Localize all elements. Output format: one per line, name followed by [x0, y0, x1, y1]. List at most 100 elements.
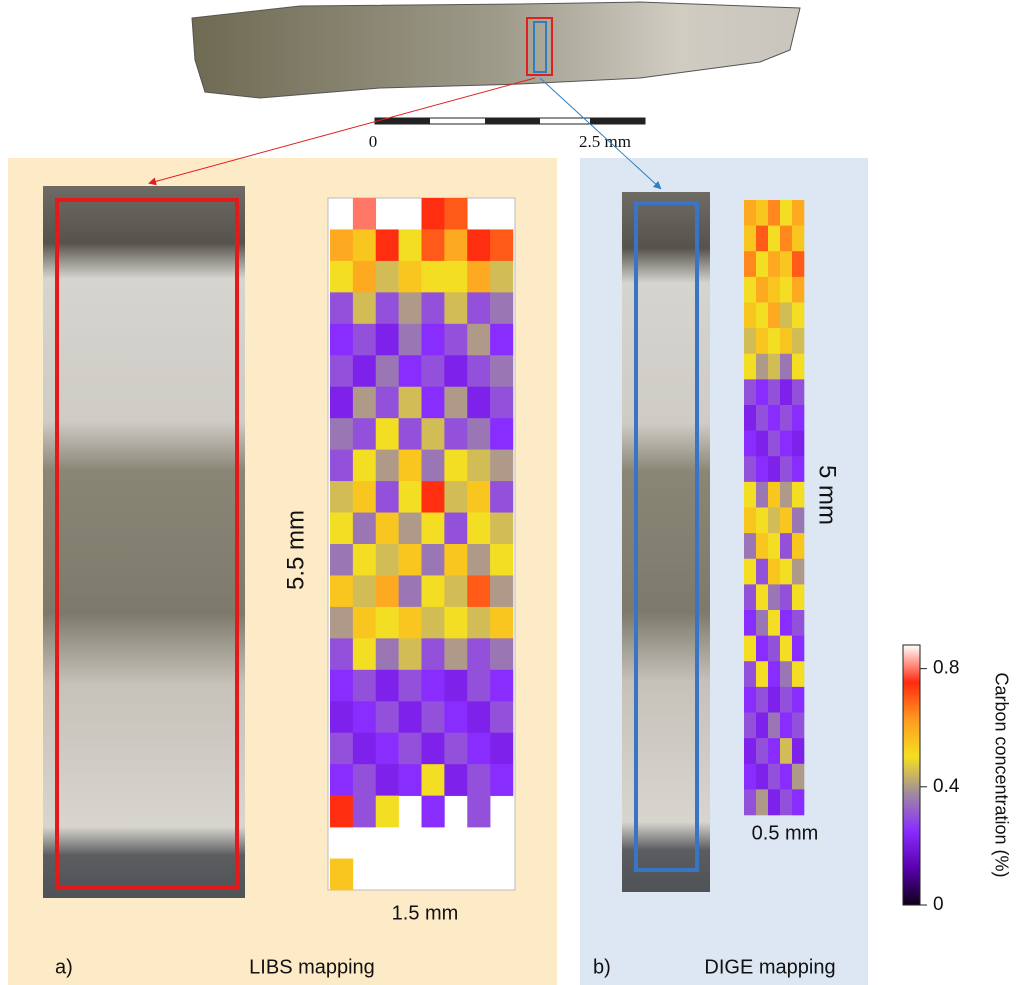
map-cell	[444, 386, 468, 419]
map-cell	[444, 732, 468, 765]
map-cell	[768, 328, 781, 355]
map-cell	[792, 686, 805, 713]
map-cell	[398, 449, 422, 482]
map-cell	[398, 229, 422, 262]
map-cell	[444, 292, 468, 325]
map-cell	[330, 229, 354, 262]
map-cell	[375, 638, 399, 671]
map-cell	[490, 229, 514, 262]
map-cell	[444, 512, 468, 545]
map-cell	[421, 323, 445, 356]
colorbar-tick-label: 0.8	[933, 658, 959, 679]
map-cell	[792, 763, 805, 790]
map-cell	[330, 638, 354, 671]
map-cell	[398, 606, 422, 639]
map-cell	[780, 686, 793, 713]
map-cell	[352, 355, 377, 388]
map-cell	[744, 353, 757, 380]
map-cell	[444, 638, 468, 671]
map-cell	[744, 456, 757, 483]
map-cell	[756, 507, 769, 534]
map-cell	[768, 353, 781, 380]
map-cell	[467, 669, 491, 702]
map-cell	[352, 638, 377, 671]
map-cell	[421, 292, 445, 325]
map-cell	[421, 386, 445, 419]
map-cell	[780, 328, 793, 355]
map-cell	[375, 418, 399, 450]
map-cell	[744, 328, 757, 355]
map-cell	[444, 764, 468, 796]
map-cell	[467, 323, 491, 356]
map-cell	[352, 198, 377, 230]
map-cell	[421, 512, 445, 545]
map-cell	[756, 712, 769, 739]
map-cell	[780, 353, 793, 380]
map-cell	[490, 544, 514, 576]
map-cell	[398, 292, 422, 325]
map-cell	[330, 732, 354, 765]
map-cell	[756, 200, 769, 226]
map-cell	[467, 575, 491, 608]
map-cell	[792, 738, 805, 765]
map-cell	[467, 606, 491, 639]
map-cell	[375, 386, 399, 419]
map-cell	[756, 763, 769, 790]
map-cell	[467, 795, 491, 828]
map-cell	[792, 533, 805, 560]
map-cell	[756, 225, 769, 252]
map-cell	[421, 229, 445, 262]
map-cell	[756, 379, 769, 406]
map-cell	[780, 558, 793, 585]
map-cell	[744, 584, 757, 611]
map-cell	[780, 379, 793, 406]
map-cell	[444, 449, 468, 482]
map-cell	[768, 610, 781, 636]
map-cell	[352, 544, 377, 576]
map-cell	[756, 430, 769, 457]
map-cell	[490, 638, 514, 671]
map-cell	[467, 638, 491, 671]
map-cell	[780, 738, 793, 765]
map-cell	[352, 795, 377, 828]
map-cell	[330, 669, 354, 702]
map-cell	[792, 507, 805, 534]
libs-map	[330, 198, 514, 891]
map-cell	[792, 481, 805, 508]
colorbar-tick-label: 0.4	[933, 776, 960, 797]
map-cell	[768, 738, 781, 765]
map-cell	[421, 544, 445, 576]
map-cell	[744, 200, 757, 226]
map-cell	[792, 635, 805, 662]
map-cell	[398, 575, 422, 608]
map-cell	[444, 701, 468, 734]
map-cell	[467, 732, 491, 765]
map-cell	[792, 328, 805, 355]
map-cell	[352, 606, 377, 639]
map-cell	[780, 507, 793, 534]
map-cell	[768, 302, 781, 329]
map-cell	[744, 763, 757, 790]
scale-bar	[374, 117, 646, 125]
map-cell	[330, 701, 354, 734]
map-cell	[467, 764, 491, 796]
panel-title: LIBS mapping	[249, 956, 375, 978]
map-cell	[330, 795, 354, 828]
map-cell	[744, 405, 757, 431]
map-cell	[352, 481, 377, 513]
map-cell	[756, 251, 769, 278]
map-cell	[768, 481, 781, 508]
map-cell	[375, 701, 399, 734]
map-cell	[375, 449, 399, 482]
width-label: 1.5 mm	[392, 902, 459, 924]
map-cell	[421, 481, 445, 513]
libs-photo	[43, 186, 245, 898]
core-photo	[191, 1, 801, 99]
map-cell	[467, 418, 491, 450]
map-cell	[768, 763, 781, 790]
dige-map	[744, 200, 805, 816]
map-cell	[756, 276, 769, 303]
map-cell	[768, 225, 781, 252]
map-cell	[780, 200, 793, 226]
